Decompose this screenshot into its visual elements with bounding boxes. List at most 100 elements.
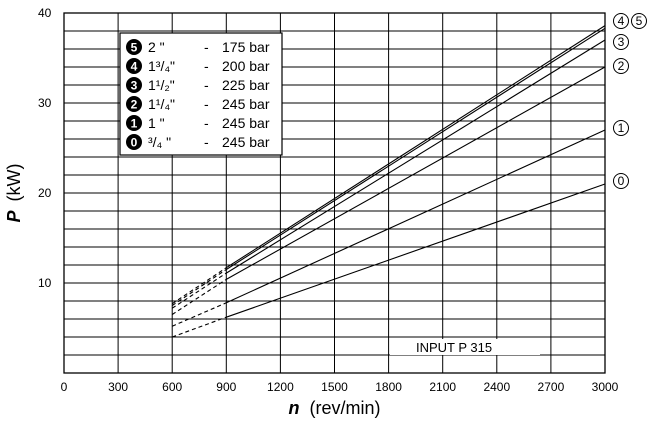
legend-item: 3 1¹/₂" -225 bar [126, 77, 270, 93]
legend-pressure: 175 bar [222, 39, 270, 55]
series-end-tag-0: 0 [613, 173, 629, 189]
legend-separator: - [204, 134, 209, 150]
input-annotation: INPUT P 315 [390, 339, 540, 355]
legend-pressure: 245 bar [222, 134, 270, 150]
legend-separator: - [204, 58, 209, 74]
series-end-tag-label: 1 [618, 121, 625, 135]
legend-box [119, 32, 283, 156]
series-end-tag-label: 0 [618, 174, 625, 188]
series-end-tag-circle [613, 13, 629, 29]
x-tick-label: 2700 [538, 380, 565, 394]
legend-separator: - [204, 77, 209, 93]
y-tick-label: 40 [38, 6, 52, 20]
x-axis-unit: (rev/min) [310, 398, 381, 418]
legend-badge [126, 77, 142, 93]
legend-item: 0 ³/₄ " -245 bar [126, 134, 270, 150]
legend-item: 1 1 " -245 bar [126, 115, 270, 131]
series-end-tag-5: 5 [631, 13, 647, 29]
legend-size: 1 " [148, 115, 165, 131]
legend-item: 2 1¹/₄" -245 bar [126, 96, 270, 112]
legend-size: 1¹/₂" [148, 77, 175, 93]
legend-pressure: 245 bar [222, 96, 270, 112]
x-tick-label: 1800 [375, 380, 402, 394]
legend-badge [126, 96, 142, 112]
legend-size: 1³/₄" [148, 58, 175, 74]
legend-badge-number: 2 [131, 98, 138, 112]
series-line-2 [171, 66, 606, 315]
y-axis-unit: (kW) [4, 163, 24, 201]
series-line-4 [171, 27, 606, 306]
legend-badge [126, 58, 142, 74]
plot-frame [63, 12, 606, 374]
series-dashed-segment [171, 302, 227, 327]
series-end-tag-label: 2 [618, 59, 625, 73]
legend-badge [126, 115, 142, 131]
legend-size: 1¹/₄" [148, 96, 175, 112]
x-tick-label: 1200 [267, 380, 294, 394]
legend-badge-number: 4 [131, 60, 138, 74]
series-dashed-segment [171, 267, 227, 305]
legend-badge [126, 134, 142, 150]
legend-pressure: 225 bar [222, 77, 270, 93]
series-line-0 [172, 183, 606, 338]
series-solid-segment [226, 27, 606, 270]
series-end-tag-2: 2 [613, 58, 629, 74]
series-line-3 [171, 39, 606, 309]
x-tick-label: 0 [61, 380, 68, 394]
legend-item: 5 2 " -175 bar [126, 39, 270, 55]
legend-badge-number: 3 [131, 79, 138, 93]
y-tick-label: 10 [38, 276, 52, 290]
series-end-tag-circle [613, 120, 629, 136]
legend-size: ³/₄ " [148, 134, 171, 150]
input-annotation-label: INPUT P 315 [416, 340, 492, 355]
series-lines [171, 25, 606, 338]
y-tick-label: 20 [38, 186, 52, 200]
x-tick-label: 2100 [429, 380, 456, 394]
legend-separator: - [204, 39, 209, 55]
series-solid-segment [226, 25, 606, 269]
x-tick-label: 300 [108, 380, 128, 394]
y-axis-symbol: P [4, 210, 24, 223]
series-solid-segment [226, 66, 606, 280]
x-axis-symbol: n [288, 398, 299, 418]
series-end-tag-circle [613, 34, 629, 50]
legend-badge-number: 0 [131, 136, 138, 150]
series-dashed-segment [171, 278, 227, 315]
x-tick-labels: 0 300 600 900 1200 1500 1800 2100 2400 2700 3000 [61, 380, 619, 394]
x-tick-label: 2400 [483, 380, 510, 394]
legend-item: 4 1³/₄" -200 bar [126, 58, 270, 74]
legend-separator: - [204, 115, 209, 131]
x-tick-label: 900 [216, 380, 236, 394]
legend-badge-number: 1 [131, 117, 138, 131]
series-dashed-segment [171, 272, 227, 309]
series-end-tag-1: 1 [613, 120, 629, 136]
legend-badge [126, 39, 142, 55]
legend-pressure: 245 bar [222, 115, 270, 131]
x-tick-label: 600 [162, 380, 182, 394]
series-end-tag-label: 4 [618, 14, 625, 28]
y-axis-title: P (kW) [4, 163, 24, 222]
series-solid-segment [226, 39, 606, 274]
series-solid-segment [226, 129, 606, 304]
series-dashed-segment [171, 269, 227, 306]
series-end-tag-4: 4 [613, 13, 629, 29]
x-tick-label: 1500 [321, 380, 348, 394]
legend-pressure: 200 bar [222, 58, 270, 74]
series-end-tag-circle [631, 13, 647, 29]
series-end-tags: 4 53 2 1 0 [613, 13, 647, 189]
legend-size: 2 " [148, 39, 165, 55]
x-tick-label: 3000 [592, 380, 619, 394]
series-line-5 [171, 25, 606, 305]
x-axis-title: n (rev/min) [288, 398, 380, 418]
series-solid-segment [226, 183, 606, 318]
y-tick-labels: 10 20 30 40 [38, 6, 52, 290]
input-annotation-box [390, 339, 540, 355]
legend-badge-number: 5 [131, 41, 138, 55]
series-end-tag-label: 5 [636, 14, 643, 28]
series-end-tag-circle [613, 58, 629, 74]
series-dashed-segment [172, 316, 227, 338]
series-end-tag-3: 3 [613, 34, 629, 50]
